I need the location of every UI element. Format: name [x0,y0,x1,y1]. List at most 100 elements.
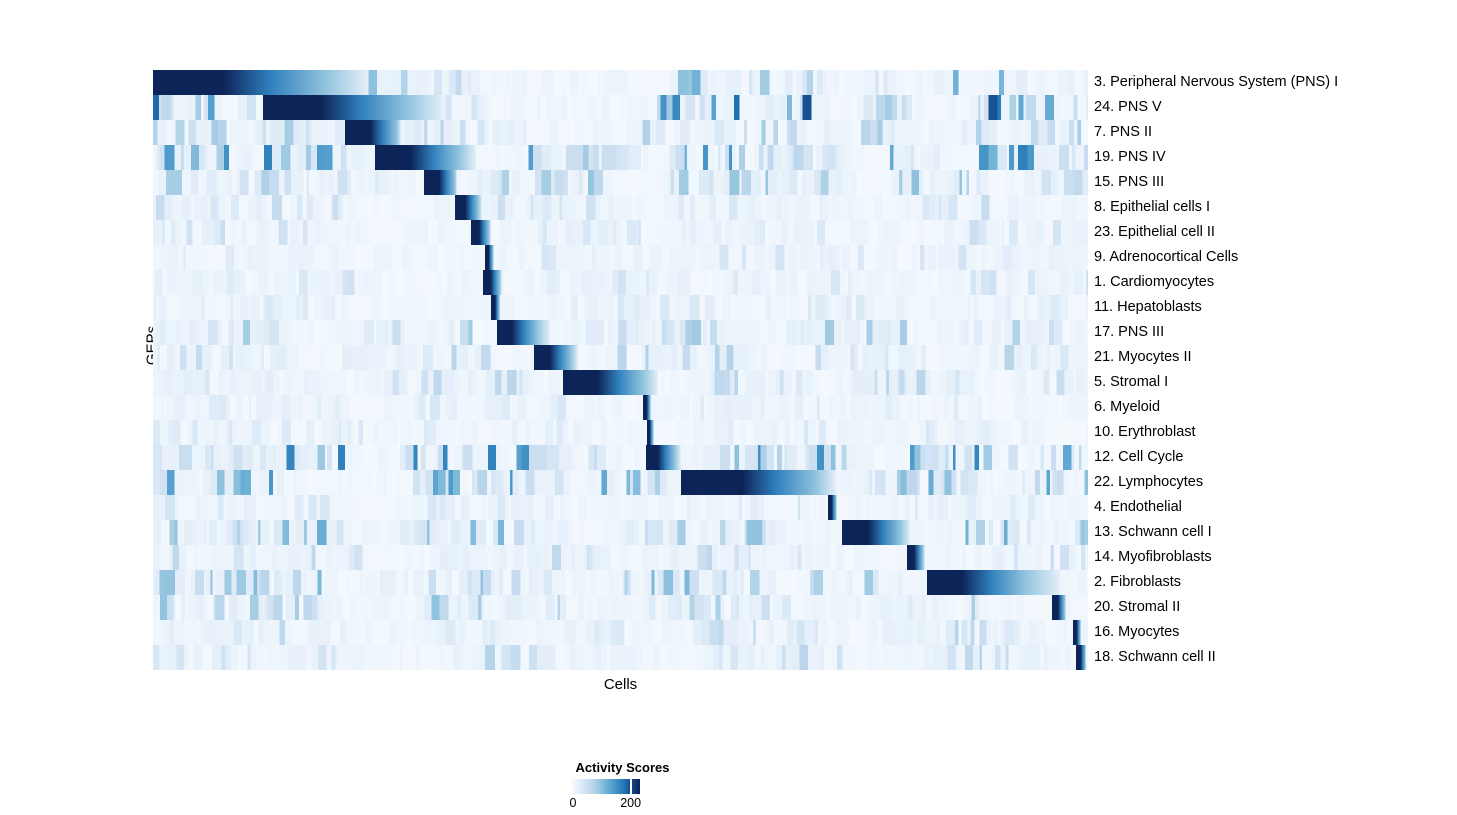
heatmap-row [153,645,1088,670]
heatmap-row-noise [153,170,1088,195]
heatmap-row [153,120,1088,145]
heatmap-plot-area [153,70,1088,670]
heatmap-activity-block [455,195,483,220]
row-label: 22. Lymphocytes [1094,474,1204,490]
heatmap-row [153,245,1088,270]
heatmap-row-noise [153,345,1088,370]
row-label: 18. Schwann cell II [1094,649,1216,665]
heatmap-row [153,620,1088,645]
heatmap-row-noise [153,420,1088,445]
colorbar-tick-label: 0 [569,796,577,810]
colorbar-legend: Activity Scores 0 200 [500,760,790,815]
row-label: 9. Adrenocortical Cells [1094,249,1239,265]
heatmap-activity-block [483,270,502,295]
heatmap-row-noise [153,295,1088,320]
heatmap-row [153,545,1088,570]
heatmap-row [153,95,1088,120]
row-label: 2. Fibroblasts [1094,574,1182,590]
heatmap-row [153,345,1088,370]
colorbar-tick-label: 200 [620,796,642,810]
heatmap-row-noise [153,595,1088,620]
heatmap-activity-block [424,170,457,195]
x-axis-label: Cells [603,676,638,693]
heatmap-row-noise [153,320,1088,345]
row-label: 16. Myocytes [1094,624,1180,640]
heatmap-activity-block [497,320,551,345]
heatmap-row-noise [153,645,1088,670]
row-label: 19. PNS IV [1094,149,1166,165]
row-label: 7. PNS II [1094,124,1153,140]
heatmap-row [153,195,1088,220]
colorbar-tick-mark [629,779,632,794]
row-label: 6. Myeloid [1094,399,1161,415]
colorbar-gradient [572,779,640,794]
row-label: 8. Epithelial cells I [1094,199,1211,215]
heatmap-row [153,320,1088,345]
heatmap-row-noise [153,620,1088,645]
heatmap-row [153,395,1088,420]
heatmap-activity-block [642,395,652,420]
heatmap-row [153,220,1088,245]
row-label: 12. Cell Cycle [1094,449,1184,465]
row-label: 14. Myofibroblasts [1094,549,1212,565]
heatmap-activity-block [927,570,1060,595]
heatmap-row-noise [153,270,1088,295]
heatmap-row-noise [153,520,1088,545]
row-label-list: 3. Peripheral Nervous System (PNS) I 24. … [1094,70,1454,670]
colorbar-title: Activity Scores [575,760,670,775]
heatmap-row [153,445,1088,470]
row-label: 15. PNS III [1094,174,1165,190]
heatmap-row [153,145,1088,170]
heatmap-row [153,495,1088,520]
row-label: 13. Schwann cell I [1094,524,1212,540]
heatmap-row [153,70,1088,95]
heatmap-activity-block [484,245,495,270]
row-label: 10. Erythroblast [1094,424,1196,440]
heatmap-row-noise [153,445,1088,470]
heatmap-row [153,595,1088,620]
heatmap-row-noise [153,470,1088,495]
heatmap-row-noise [153,120,1088,145]
row-label: 3. Peripheral Nervous System (PNS) I [1094,74,1339,90]
row-label: 11. Hepatoblasts [1094,299,1202,315]
heatmap-activity-block [828,495,838,520]
heatmap-row [153,520,1088,545]
heatmap-activity-block [645,445,682,470]
row-label: 24. PNS V [1094,99,1162,115]
heatmap-row-noise [153,245,1088,270]
heatmap-activity-block [1052,595,1066,620]
row-label: 23. Epithelial cell II [1094,224,1215,240]
heatmap-row-noise [153,195,1088,220]
heatmap-row-noise [153,145,1088,170]
heatmap-row-noise [153,220,1088,245]
heatmap-activity-block [646,420,655,445]
heatmap-row [153,420,1088,445]
heatmap-activity-block [153,70,369,95]
heatmap-row-noise [153,545,1088,570]
heatmap-activity-block [1075,645,1087,670]
row-label: 17. PNS III [1094,324,1165,340]
row-label: 4. Endothelial [1094,499,1182,515]
heatmap-activity-block [263,95,443,120]
heatmap-activity-block [906,545,926,570]
heatmap-activity-block [344,120,401,145]
heatmap-row [153,295,1088,320]
heatmap-row [153,570,1088,595]
row-label: 1. Cardiomyocytes [1094,274,1215,290]
row-label: 21. Myocytes II [1094,349,1192,365]
heatmap-row-noise [153,395,1088,420]
heatmap-activity-block [534,345,579,370]
heatmap-activity-block [1073,620,1082,645]
heatmap-row [153,170,1088,195]
row-label: 5. Stromal I [1094,374,1169,390]
heatmap-row-noise [153,495,1088,520]
heatmap-activity-block [470,220,492,245]
heatmap-row [153,370,1088,395]
heatmap-row [153,470,1088,495]
heatmap-activity-block [842,520,911,545]
heatmap-activity-block [374,145,476,170]
heatmap-activity-block [562,370,658,395]
heatmap-activity-block [681,470,836,495]
row-label: 20. Stromal II [1094,599,1181,615]
